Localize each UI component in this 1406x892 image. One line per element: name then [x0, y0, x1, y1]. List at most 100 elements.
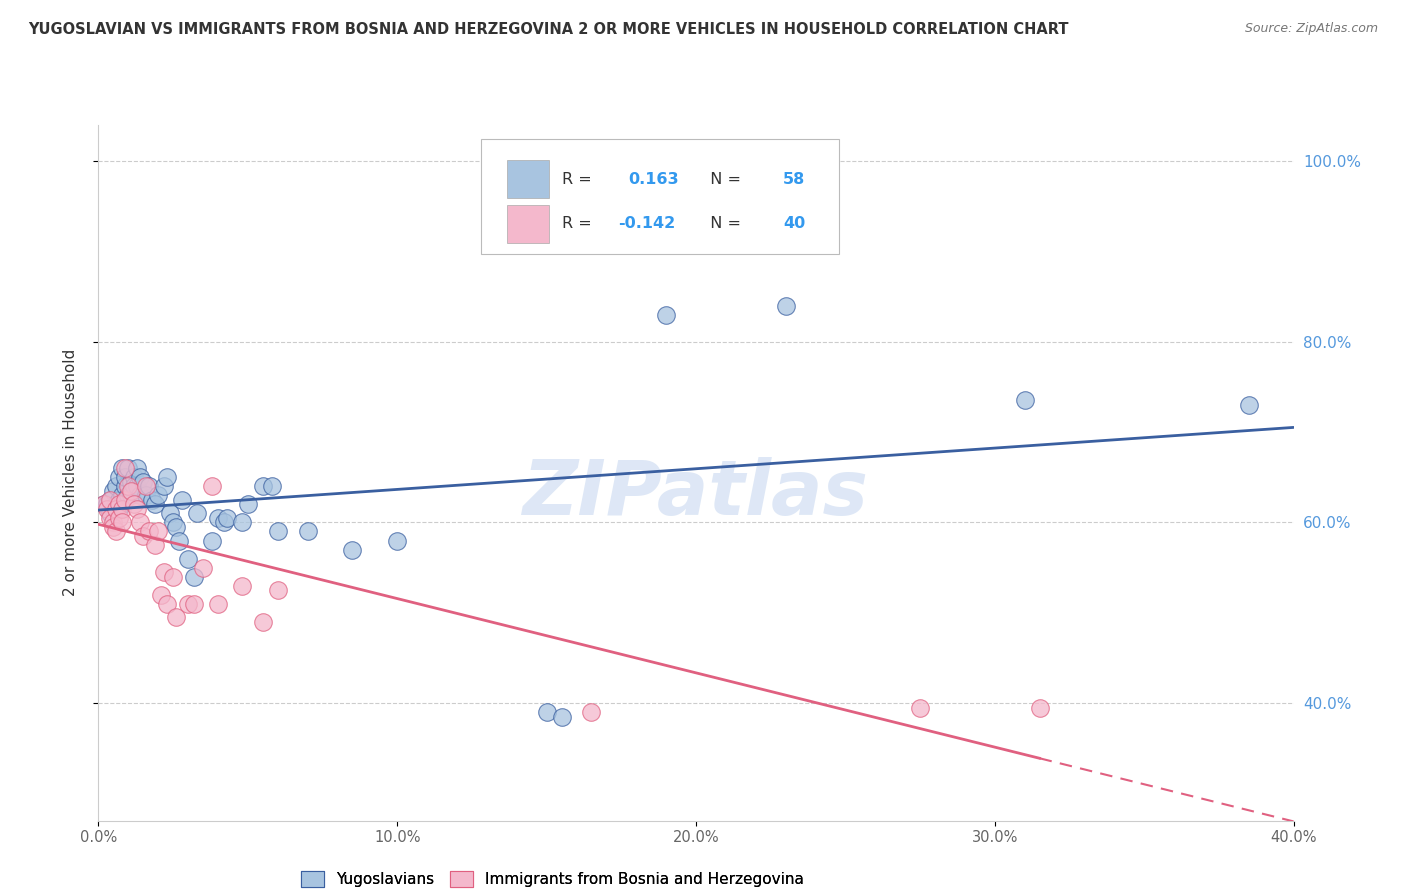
FancyBboxPatch shape [508, 160, 548, 198]
Point [100, 507, 122, 521]
Point [165, 610, 187, 624]
Point [129, 470, 152, 484]
Point [138, 524, 160, 539]
Point [103, 483, 125, 498]
Point [114, 479, 136, 493]
Point [201, 479, 224, 493]
Point [1014, 393, 1036, 408]
Point [100, 511, 122, 525]
Point [252, 615, 274, 629]
Point [120, 488, 142, 502]
Point [207, 511, 229, 525]
Point [143, 497, 166, 511]
Point [1237, 398, 1260, 412]
Point [127, 479, 149, 493]
Point [162, 569, 184, 583]
Text: R =: R = [562, 171, 598, 186]
Point [183, 597, 205, 611]
Point [96, 497, 118, 511]
Point [93, 497, 115, 511]
Point [124, 470, 146, 484]
Point [127, 502, 149, 516]
Point [117, 488, 139, 502]
Text: N =: N = [700, 216, 745, 231]
Point [103, 502, 125, 516]
Point [108, 470, 131, 484]
Y-axis label: 2 or more Vehicles in Household: 2 or more Vehicles in Household [63, 349, 77, 597]
Point [103, 516, 125, 530]
Point [100, 492, 122, 507]
Point [100, 492, 122, 507]
Point [148, 524, 170, 539]
Point [120, 475, 142, 489]
Text: 58: 58 [783, 171, 806, 186]
Point [124, 497, 146, 511]
Point [550, 710, 572, 724]
Point [117, 479, 139, 493]
Point [908, 700, 931, 714]
Text: 0.163: 0.163 [628, 171, 679, 186]
Text: Source: ZipAtlas.com: Source: ZipAtlas.com [1244, 22, 1378, 36]
Point [111, 488, 134, 502]
Point [297, 524, 319, 539]
Text: ZIPatlas: ZIPatlas [523, 457, 869, 531]
Point [215, 511, 238, 525]
Point [536, 705, 558, 719]
Point [138, 479, 160, 493]
Point [105, 479, 128, 493]
Point [231, 516, 253, 530]
Point [141, 492, 163, 507]
Text: 40: 40 [783, 216, 806, 231]
Point [153, 565, 176, 579]
Text: -0.142: -0.142 [619, 216, 675, 231]
Point [1028, 700, 1050, 714]
Point [159, 507, 181, 521]
Point [236, 497, 259, 511]
Point [156, 597, 179, 611]
Point [108, 492, 131, 507]
Point [143, 538, 166, 552]
Point [127, 461, 149, 475]
Point [108, 511, 131, 525]
Point [231, 579, 253, 593]
Point [655, 308, 678, 322]
Point [111, 502, 134, 516]
Point [129, 516, 152, 530]
Point [385, 533, 409, 548]
Point [342, 542, 364, 557]
Point [183, 569, 205, 583]
Point [172, 492, 194, 507]
Point [135, 479, 157, 493]
FancyBboxPatch shape [508, 204, 548, 243]
Point [132, 475, 155, 489]
Point [114, 492, 136, 507]
Point [111, 461, 134, 475]
FancyBboxPatch shape [481, 139, 839, 253]
Point [162, 516, 184, 530]
Point [114, 470, 136, 484]
Text: N =: N = [700, 171, 745, 186]
Point [201, 533, 224, 548]
Point [96, 502, 118, 516]
Point [105, 524, 128, 539]
Point [105, 497, 128, 511]
Point [105, 502, 128, 516]
Point [156, 470, 179, 484]
Point [117, 461, 139, 475]
Point [267, 524, 290, 539]
Point [252, 479, 274, 493]
Point [132, 529, 155, 543]
Point [165, 520, 187, 534]
Text: R =: R = [562, 216, 598, 231]
Point [150, 588, 173, 602]
Point [124, 479, 146, 493]
Point [114, 461, 136, 475]
Point [260, 479, 283, 493]
Point [135, 488, 157, 502]
Point [111, 497, 134, 511]
Legend: Yugoslavians, Immigrants from Bosnia and Herzegovina: Yugoslavians, Immigrants from Bosnia and… [295, 865, 810, 892]
Point [212, 516, 235, 530]
Point [148, 488, 170, 502]
Point [108, 502, 131, 516]
Text: YUGOSLAVIAN VS IMMIGRANTS FROM BOSNIA AND HERZEGOVINA 2 OR MORE VEHICLES IN HOUS: YUGOSLAVIAN VS IMMIGRANTS FROM BOSNIA AN… [28, 22, 1069, 37]
